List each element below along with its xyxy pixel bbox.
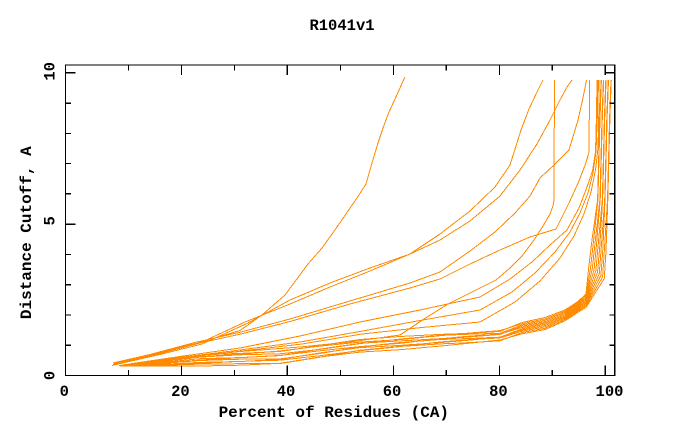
svg-text:20: 20 [171,383,190,401]
svg-text:60: 60 [383,383,402,401]
svg-text:80: 80 [489,383,508,401]
svg-text:R1041v1: R1041v1 [309,17,374,35]
svg-text:0: 0 [41,371,59,380]
svg-text:Distance Cutoff, A: Distance Cutoff, A [18,146,36,319]
svg-text:100: 100 [596,383,624,401]
svg-text:40: 40 [277,383,296,401]
svg-text:10: 10 [41,62,59,81]
svg-text:5: 5 [41,216,59,225]
svg-text:Percent of Residues (CA): Percent of Residues (CA) [219,404,449,422]
svg-text:0: 0 [60,383,69,401]
